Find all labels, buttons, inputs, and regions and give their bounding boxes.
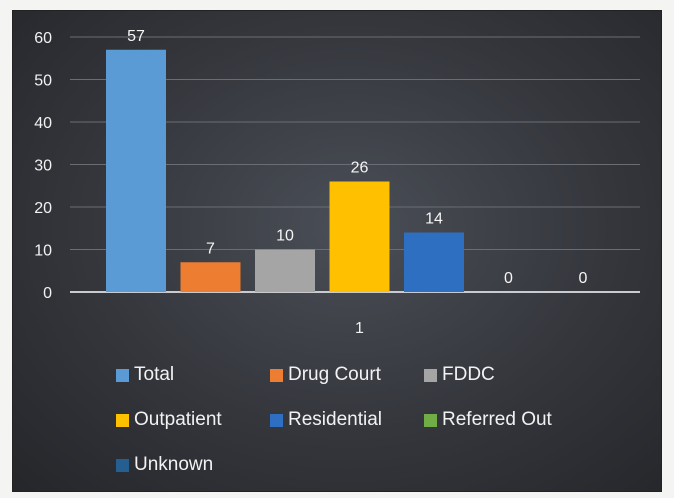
y-tick-label-30: 30 [34, 158, 52, 175]
legend-swatch [116, 458, 129, 472]
legend-item-fddc: FDDC [424, 364, 495, 386]
legend-swatch [270, 413, 283, 427]
y-tick-label-0: 0 [43, 285, 52, 302]
data-label-fddc: 10 [276, 228, 294, 245]
legend-swatch [116, 368, 129, 382]
bar-chart: 0 10 20 30 40 50 60 57 7 10 26 14 0 0 1 [34, 28, 640, 337]
legend-label: Unknown [134, 454, 214, 475]
y-tick-label-40: 40 [34, 115, 52, 132]
bar-drug-court [180, 262, 241, 292]
data-label-drug-court: 7 [206, 240, 215, 257]
chart-card: 0 10 20 30 40 50 60 57 7 10 26 14 0 0 1 Total Drug Cour… [12, 10, 662, 492]
legend-label: Outpatient [134, 409, 222, 430]
data-label-residential: 14 [425, 211, 443, 228]
legend-swatch [424, 368, 437, 382]
bar-outpatient [329, 181, 390, 292]
data-label-outpatient: 26 [351, 160, 369, 177]
y-tick-label-20: 20 [34, 200, 52, 217]
legend-label: Referred Out [442, 409, 552, 430]
y-tick-label-50: 50 [34, 73, 52, 90]
bar-total [106, 49, 166, 292]
legend-label: Total [134, 364, 175, 385]
data-label-unknown: 0 [579, 270, 588, 287]
legend-item-residential: Residential [270, 409, 382, 431]
legend-item-total: Total [116, 364, 174, 386]
legend-label: Drug Court [288, 364, 381, 385]
data-label-total: 57 [127, 28, 145, 45]
legend-swatch [424, 413, 437, 427]
bar-fddc [255, 249, 315, 292]
legend-label: FDDC [442, 364, 495, 385]
x-category-label: 1 [355, 320, 364, 337]
legend-label: Residential [288, 409, 382, 430]
bar-residential [404, 232, 464, 292]
legend-swatch [116, 413, 129, 427]
legend-item-unknown: Unknown [116, 454, 213, 476]
legend-item-outpatient: Outpatient [116, 409, 222, 431]
data-label-referred-out: 0 [504, 270, 513, 287]
y-tick-label-60: 60 [34, 30, 52, 47]
legend-item-drug-court: Drug Court [270, 364, 381, 386]
legend-swatch [270, 368, 283, 382]
legend-item-referred-out: Referred Out [424, 409, 552, 431]
y-tick-label-10: 10 [34, 243, 52, 260]
